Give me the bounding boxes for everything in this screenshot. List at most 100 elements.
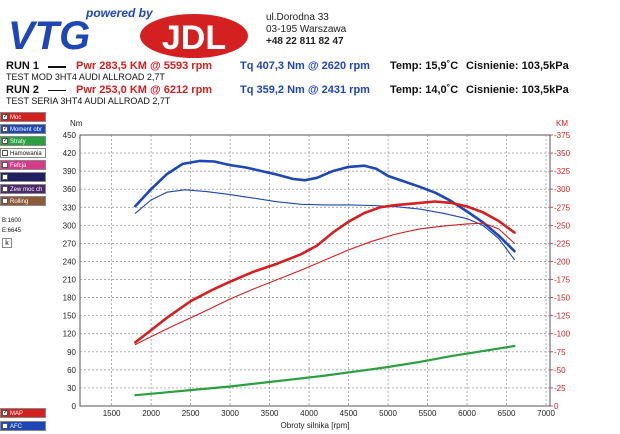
channel-label: AFC [10, 424, 22, 430]
bottom-channel-toggle-1[interactable]: AFC [0, 421, 46, 431]
checkbox[interactable] [2, 423, 8, 429]
sidebar-value-b: B:1600 [2, 218, 22, 224]
y-left-tick-label: 60 [67, 366, 76, 375]
address-street: ul.Dorodna 33 [266, 12, 329, 23]
y-right-tick-label: -250 [554, 221, 571, 230]
y-left-tick-label: 360 [63, 185, 77, 194]
y-left-tick-label: 150 [63, 312, 77, 321]
x-tick-label: 3000 [221, 409, 239, 418]
k-button[interactable]: k [2, 238, 12, 248]
run1-pressure: Cisnienie: 103,5kPa [466, 60, 569, 72]
chart-axes: 0 30 60 90 120 150 180 210 240 270 300 330 360 390 420… [63, 131, 571, 418]
y-right-tick-label: -225 [554, 239, 571, 248]
x-tick-label: 7000 [537, 409, 555, 418]
y-left-tick-label: 0 [72, 402, 77, 411]
address-phone: +48 22 811 82 47 [266, 36, 344, 47]
y-axis-left-label: Nm [70, 119, 83, 128]
y-right-tick-label: -125 [554, 312, 571, 321]
checkbox[interactable] [2, 174, 8, 180]
y-left-tick-label: 330 [63, 203, 77, 212]
channel-label: Moc [10, 115, 22, 121]
channel-label: Straty [10, 139, 26, 145]
channel-toggle-5[interactable] [0, 172, 46, 182]
y-left-tick-label: 30 [67, 384, 76, 393]
x-tick-label: 2000 [142, 409, 160, 418]
channel-toggle-2[interactable]: ✓ Straty [0, 136, 46, 146]
address-city: 03-195 Warszawa [266, 24, 347, 35]
logo-red-ellipse [140, 14, 248, 58]
logo-jdl: JDL [162, 19, 226, 57]
channel-toggle-4[interactable]: Fefcja [0, 160, 46, 170]
channel-label: Hamowania [10, 151, 42, 157]
y-right-tick-label: -25 [554, 384, 566, 393]
channel-toggle-6[interactable]: Zew moc ch [0, 184, 46, 194]
x-tick-label: 5000 [379, 409, 397, 418]
y-left-tick-label: 300 [63, 221, 77, 230]
channel-label: Zew moc ch [10, 187, 43, 193]
y-axis-right-label: KM [556, 119, 568, 128]
y-left-tick-label: 120 [63, 330, 77, 339]
y-left-tick-label: 180 [63, 294, 77, 303]
logo-powered-by: powered by [85, 6, 154, 20]
run2-temp: Temp: 14,0˚C [390, 84, 459, 96]
series-torque-run1 [134, 159, 516, 253]
logo-vtg: VTG [8, 14, 90, 58]
checkbox[interactable] [2, 198, 8, 204]
y-right-tick-label: -175 [554, 276, 571, 285]
y-right-tick-label: -150 [554, 294, 571, 303]
y-right-tick-label: -100 [554, 330, 571, 339]
checkbox[interactable] [2, 162, 8, 168]
x-tick-label: 1500 [103, 409, 121, 418]
series-power-run1 [134, 200, 516, 344]
checkbox[interactable]: ✓ [2, 126, 9, 132]
channel-toggle-1[interactable]: ✓ Moment obr [0, 124, 46, 134]
series-losses-run1 [134, 344, 516, 397]
y-right-tick-label: -200 [554, 257, 571, 266]
y-right-tick-label: -75 [554, 348, 566, 357]
x-tick-label: 6000 [458, 409, 476, 418]
checkbox[interactable] [2, 186, 8, 192]
vtg-jdl-logo: powered by VTG JDL [8, 6, 248, 58]
y-left-tick-label: 450 [63, 131, 77, 140]
x-tick-label: 6500 [498, 409, 516, 418]
bottom-channel-toggle-0[interactable]: ✓ MAP [0, 408, 46, 418]
run2-description: TEST SERIA 3HT4 AUDI ALLROAD 2,7T [6, 96, 171, 106]
checkbox[interactable]: ✓ [2, 410, 9, 416]
run2-pressure: Cisnienie: 103,5kPa [466, 84, 569, 96]
x-tick-label: 3500 [261, 409, 279, 418]
series-torque-run2 [134, 189, 516, 261]
plot-frame [79, 134, 551, 407]
run1-line-sample [48, 66, 66, 68]
y-right-tick-label: -350 [554, 149, 571, 158]
channel-toggle-7[interactable]: Rolling [0, 196, 46, 206]
x-tick-label: 4500 [340, 409, 358, 418]
y-left-tick-label: 270 [63, 239, 77, 248]
chart-grid [79, 134, 551, 407]
y-right-tick-label: -50 [554, 366, 566, 375]
checkbox[interactable]: ✓ [2, 138, 9, 144]
x-tick-label: 4000 [300, 409, 318, 418]
run2-label: RUN 2 [6, 84, 40, 96]
channel-toggle-0[interactable]: ✓ Moc [0, 112, 46, 122]
series-power-run2 [134, 222, 516, 346]
channel-label: Rolling [10, 199, 29, 205]
run1-power: Pwr 283,5 KM @ 5593 rpm [76, 60, 213, 72]
channel-label: Moment obr [10, 127, 43, 133]
checkbox[interactable] [2, 150, 8, 156]
y-right-tick-label: 0 [554, 402, 559, 411]
run2-torque: Tq 359,2 Nm @ 2431 rpm [240, 84, 370, 96]
channel-label: MAP [10, 411, 24, 417]
run1-description: TEST MOD 3HT4 AUDI ALLROAD 2,7T [6, 72, 165, 82]
x-axis-label: Obroty silnika [rpm] [281, 421, 350, 430]
y-left-tick-label: 210 [63, 276, 77, 285]
sidebar-value-e: E:6645 [2, 228, 22, 234]
channel-label: Fefcja [10, 163, 27, 169]
checkbox[interactable]: ✓ [2, 114, 9, 120]
y-right-tick-label: -325 [554, 167, 571, 176]
run1-temp: Temp: 15,9˚C [390, 60, 459, 72]
run1-label: RUN 1 [6, 60, 40, 72]
y-left-tick-label: 420 [63, 149, 77, 158]
channel-toggle-3[interactable]: Hamowania [0, 148, 46, 158]
y-left-tick-label: 90 [67, 348, 76, 357]
